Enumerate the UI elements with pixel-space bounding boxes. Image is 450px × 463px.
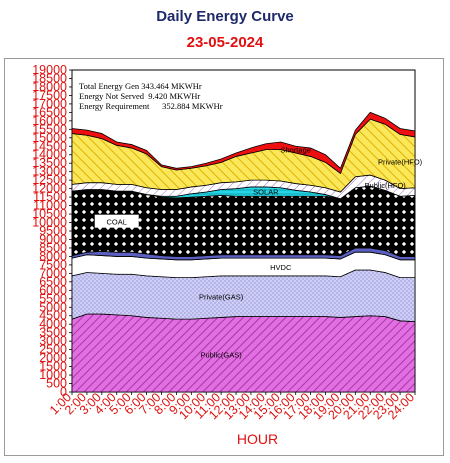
y-tick-label: 2000	[39, 351, 67, 365]
y-tick-label: 7000	[39, 266, 67, 280]
y-tick-label: 8500	[39, 241, 67, 255]
y-tick-label: 4000	[39, 317, 67, 331]
area-label-solar: SOLAR	[253, 188, 279, 197]
area-label-shortage: Shortage	[280, 146, 310, 155]
y-tick-label: 14000	[32, 148, 67, 162]
y-tick-label: 1000	[39, 368, 67, 382]
area-label-hvdc: HVDC	[270, 263, 292, 272]
area-label-public-hfo: Public(HFO)	[365, 181, 407, 190]
y-tick-label: 6500	[39, 275, 67, 289]
y-tick-label: 500	[46, 377, 67, 391]
area-series-shortage	[71, 111, 416, 175]
energy-not-served: Energy Not Served 9.420 MKWHr	[79, 91, 201, 101]
y-tick-label: 6000	[39, 283, 67, 297]
y-tick-label: 17500	[32, 88, 67, 102]
y-tick-label: 7500	[39, 258, 67, 272]
y-tick-label: 11500	[33, 190, 67, 204]
y-tick-label: 4500	[39, 309, 67, 323]
chart-title: Daily Energy Curve	[156, 8, 294, 25]
area-label-public-gas: Public(GAS)	[200, 351, 242, 360]
y-tick-label: 9500	[39, 224, 67, 238]
y-tick-label: 10500	[32, 207, 67, 221]
y-tick-label: 15500	[32, 122, 67, 136]
y-tick-label: 15000	[32, 131, 67, 145]
y-tick-label: 19000	[32, 63, 67, 77]
y-tick-label: 3000	[39, 334, 67, 348]
chart-frame	[4, 58, 444, 456]
y-tick-label: 13500	[32, 156, 67, 170]
chart-date: 23-05-2024	[186, 34, 264, 51]
y-tick-label: 14500	[32, 139, 67, 153]
y-tick-label: 5000	[39, 300, 67, 314]
area-label-private-gas: Private(GAS)	[199, 293, 244, 302]
y-tick-label: 11000	[33, 199, 67, 213]
y-tick-label: 12500	[32, 173, 67, 187]
y-tick-label: 8000	[39, 249, 67, 263]
y-tick-label: 1500	[39, 360, 67, 374]
total-energy-gen: Total Energy Gen 343.464 MKWHr	[79, 81, 202, 91]
y-tick-label: 2500	[39, 343, 67, 357]
energy-summary: Total Energy Gen 343.464 MKWHr Energy Not…	[79, 81, 223, 111]
y-tick-label: 13000	[32, 165, 67, 179]
y-tick-label: 0	[60, 385, 67, 399]
y-tick-label: 18000	[32, 80, 67, 94]
y-tick-label: 5500	[39, 292, 67, 306]
energy-requirement: Energy Requirement 352.884 MKWHr	[79, 101, 223, 111]
y-tick-label: 18500	[32, 71, 67, 85]
area-series-public-gas	[71, 313, 416, 393]
area-label-coal: COAL	[107, 218, 127, 227]
x-axis-label: HOUR	[237, 431, 278, 447]
y-tick-label: 12000	[32, 182, 67, 196]
label-bg-coal	[94, 214, 139, 228]
y-tick-label: 16000	[32, 114, 67, 128]
y-tick-label: 16500	[32, 105, 67, 119]
area-label-private-hfo: Private(HFO)	[378, 158, 423, 167]
y-tick-label: 3500	[39, 326, 67, 340]
y-tick-label: 17000	[32, 97, 67, 111]
area-series-private-gas	[71, 269, 416, 323]
y-tick-label: 10000	[32, 216, 67, 230]
y-tick-label: 9000	[39, 232, 67, 246]
